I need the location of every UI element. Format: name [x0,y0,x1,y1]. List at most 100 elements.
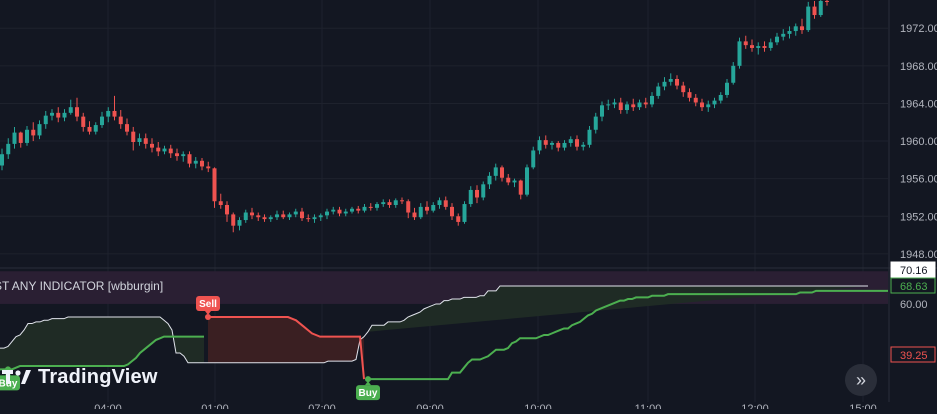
time-tick-label: 15:00 [849,403,877,409]
candle [231,212,236,233]
price-tick-label: 1948.00 [900,249,937,261]
indicator-fill [208,317,364,380]
candle [225,201,229,222]
time-tick-label: 04:00 [94,403,122,409]
candle [243,209,248,223]
candle [325,208,329,220]
candle [306,214,311,222]
candle [125,118,129,136]
candle [525,164,529,197]
candle [637,99,642,111]
candle [162,145,167,155]
candle [156,141,161,157]
candle [781,29,786,41]
price-tick-label: 1964.00 [900,98,937,110]
price-tick-label: 1952.00 [900,211,937,223]
candle [368,203,373,211]
candle [131,126,136,151]
sell-signal-label[interactable]: Sell [196,296,220,321]
candlestick-series [0,0,829,233]
candle [200,157,204,171]
candle [481,181,486,201]
price-tick-label: 1972.00 [900,23,937,35]
candle [68,99,73,115]
candle [262,214,267,222]
candle [150,138,154,153]
last-value-badge: 68.63 [890,277,936,294]
last-value-badge: 70.16 [890,261,936,278]
candle [600,101,604,122]
candle [506,173,511,186]
candle [562,140,567,151]
candle [575,135,579,151]
tradingview-logo-icon [2,366,32,388]
candle [468,186,473,207]
candle [381,199,386,207]
candle [100,111,104,128]
candle [75,97,79,122]
candle [475,185,479,204]
candle [168,144,173,158]
candle [400,197,404,205]
candle [337,206,342,217]
scroll-to-realtime-button[interactable]: » [845,364,877,396]
tradingview-watermark[interactable]: TradingView [2,362,158,392]
candle [800,18,804,34]
candle [331,206,336,215]
candle [137,133,142,146]
candle [450,203,454,221]
candle [412,207,417,221]
candle [743,35,748,49]
candle [806,1,811,32]
candle [443,196,448,210]
candle [643,97,648,109]
price-tick-label: 1960.00 [900,136,937,148]
candle [287,212,292,221]
candle [543,135,548,149]
candle [700,98,704,111]
candle [256,212,261,221]
last-value-text: 70.16 [900,265,928,277]
signal-text: Sell [199,299,217,310]
candle [56,107,61,123]
candle [281,210,286,220]
indicator-fill [368,285,868,332]
candle [812,0,817,19]
candle [62,109,67,122]
price-tick-label: 1968.00 [900,61,937,73]
double-chevron-right-icon: » [855,369,866,390]
time-axis[interactable]: 04:00 01:00 07:00 09:00 10:00 11:00 12:00 15:00 [94,403,877,414]
candle [6,138,11,159]
candle [681,81,686,97]
indicator-title[interactable]: ST ANY INDICATOR [wbburgin] [0,279,163,293]
candle [193,157,198,169]
indicator-axis[interactable]: 60.00 70.16 68.63 39.25 [890,261,936,363]
candle [737,37,742,69]
candle [362,204,367,213]
candle [656,82,661,99]
candle [618,97,623,114]
candle [437,197,442,209]
candle [293,208,298,218]
candle [31,122,36,142]
candle [12,126,17,149]
candle [393,198,398,208]
buy-signal-label[interactable]: Buy [356,376,380,401]
candle [0,148,4,171]
indicator-pane: BuySellBuy [0,271,888,401]
candle [356,205,361,214]
candle [587,126,592,148]
candle [631,98,636,111]
candle [750,39,754,52]
candle [187,151,192,168]
last-value-text: 39.25 [900,350,928,362]
candle [606,99,611,111]
candle [550,141,554,150]
price-axis[interactable]: 1948.00 1952.00 1956.00 1960.00 1964.00 1968.… [900,23,937,261]
candle [756,42,761,55]
indicator-upper-line [0,285,868,364]
candle [106,107,111,123]
candle [87,121,92,135]
candle [818,0,823,17]
